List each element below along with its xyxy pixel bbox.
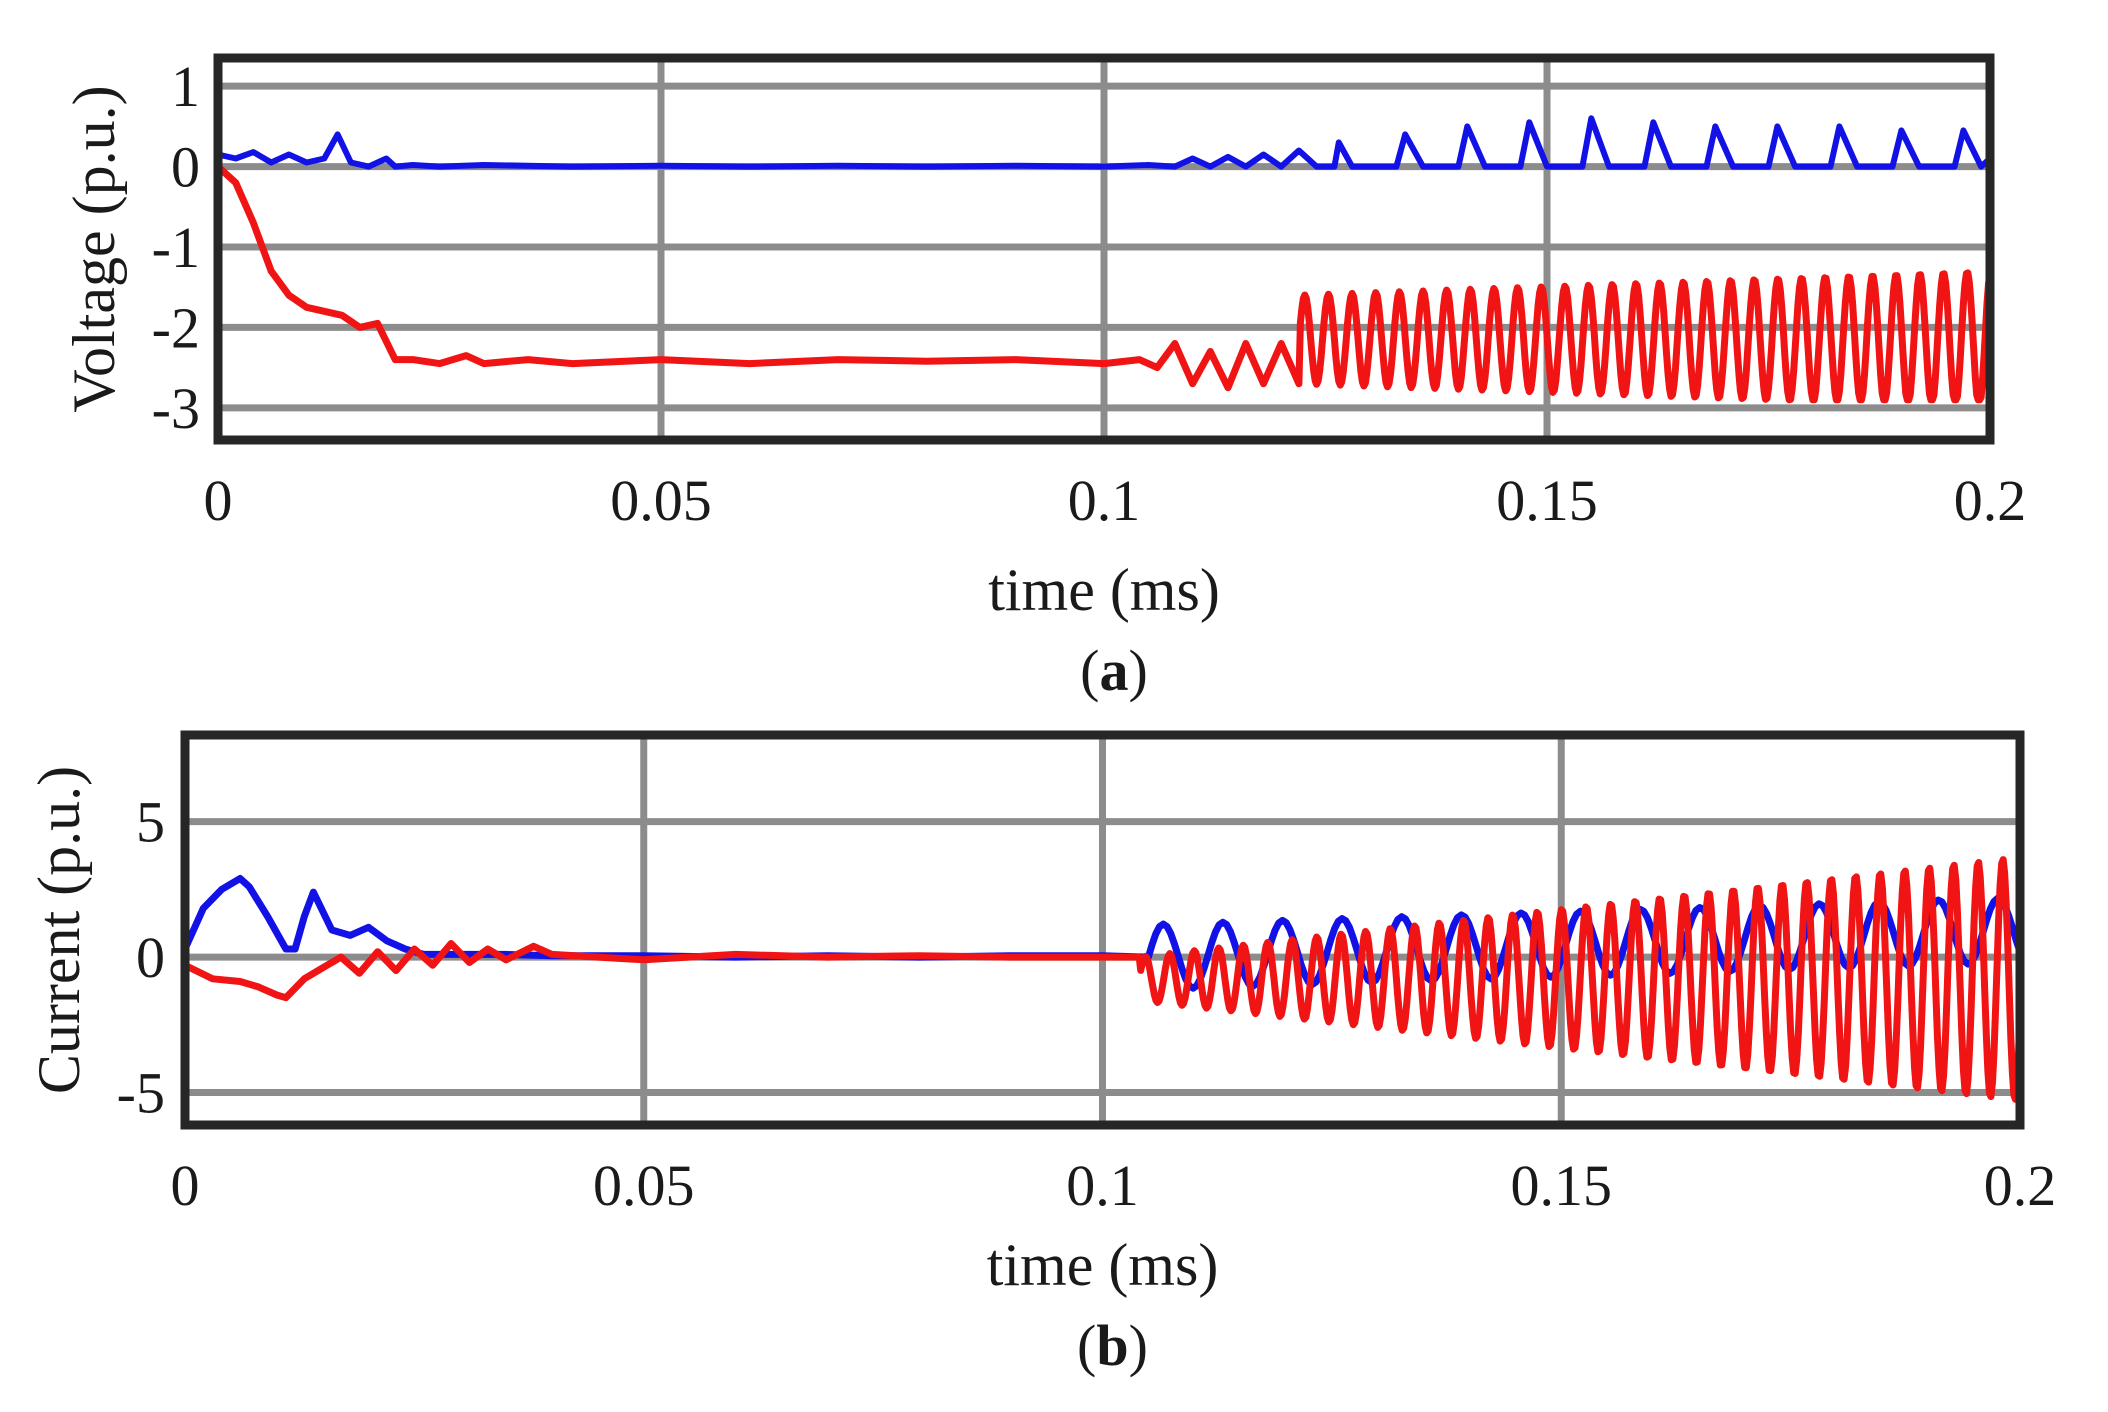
panel-b-x-axis-label: time (ms): [987, 1232, 1219, 1298]
panel-a-x-axis-label: time (ms): [988, 557, 1220, 623]
x-tick-label: 0.15: [1511, 1153, 1613, 1218]
y-tick-label: -5: [117, 1061, 165, 1126]
panel-b-caption: (b): [1077, 1313, 1148, 1378]
panel-a-voltage-chart: 0 0.05 0.1 0.15 0.2 1 0 -1 -2 -3 time (ms) Volta…: [61, 53, 2027, 703]
x-tick-label: 0.05: [593, 1153, 695, 1218]
caption-paren-close: ): [1129, 1313, 1148, 1378]
y-tick-label: 1: [171, 54, 200, 119]
panel-b-axes-frame: [180, 730, 2025, 1130]
x-tick-label: 0.1: [1068, 468, 1141, 533]
panel-a-y-axis-label: Voltage (p.u.): [61, 85, 127, 412]
y-tick-label: 0: [136, 925, 165, 990]
panel-a-series: [215, 115, 1994, 404]
panel-b-series: [181, 856, 2024, 1103]
x-tick-label: 0: [204, 468, 233, 533]
caption-paren-open: (: [1077, 1313, 1096, 1378]
y-tick-label: 0: [171, 135, 200, 200]
caption-paren-open: (: [1080, 638, 1099, 703]
x-tick-label: 0.15: [1496, 468, 1598, 533]
series-line-red-trace: [215, 164, 1994, 404]
y-tick-label: -2: [152, 295, 200, 360]
x-tick-label: 0: [171, 1153, 200, 1218]
panel-b-x-tick-labels: 0 0.05 0.1 0.15 0.2: [171, 1153, 2057, 1218]
panel-b-current-chart: 0 0.05 0.1 0.15 0.2 50-5 time (ms) Current (…: [26, 730, 2057, 1378]
panel-a-x-tick-labels: 0 0.05 0.1 0.15 0.2: [204, 468, 2027, 533]
panel-b-y-axis-label: Current (p.u.): [26, 766, 92, 1094]
caption-letter: b: [1096, 1313, 1128, 1378]
y-tick-label: -1: [152, 215, 200, 280]
x-tick-label: 0.2: [1954, 468, 2027, 533]
caption-letter: a: [1100, 638, 1129, 703]
y-tick-label: 5: [136, 790, 165, 855]
caption-paren-close: ): [1129, 638, 1148, 703]
x-tick-label: 0.2: [1984, 1153, 2057, 1218]
series-line-red-trace: [183, 856, 2024, 1103]
y-tick-label: -3: [152, 376, 200, 441]
x-tick-label: 0.05: [610, 468, 712, 533]
x-tick-label: 0.1: [1066, 1153, 1139, 1218]
series-line-blue-trace: [217, 115, 1993, 170]
panel-a-caption: (a): [1080, 638, 1148, 703]
panel-b-y-tick-labels: 5 0 -5: [117, 790, 165, 1126]
panel-a-y-tick-labels: 1 0 -1 -2 -3: [152, 54, 200, 441]
panel-a-axes-frame: [213, 53, 1995, 445]
